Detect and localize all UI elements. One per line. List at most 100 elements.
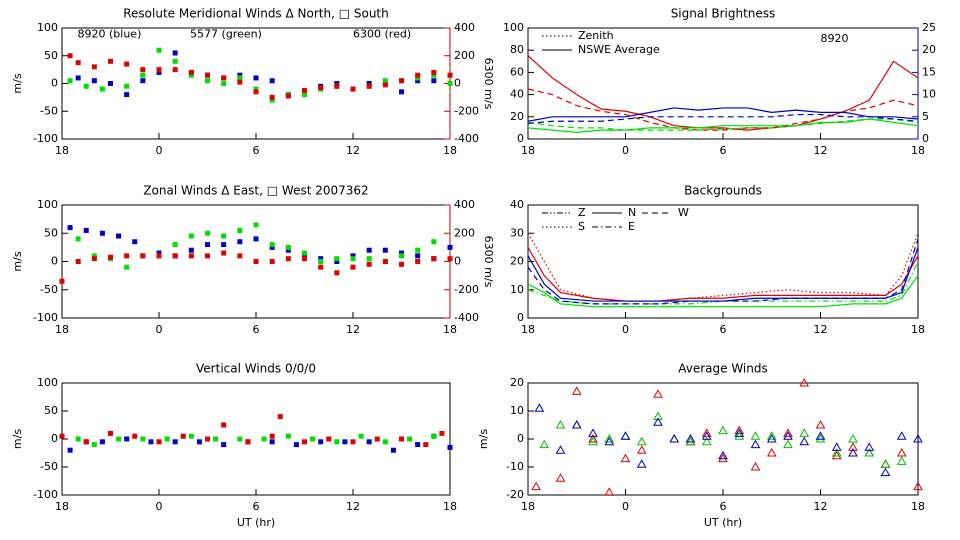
marker [237,79,243,85]
x-tick-label: 0 [156,500,163,513]
x-tick-label: 18 [55,144,69,157]
y2-tick-label: 200 [454,49,475,62]
marker [358,433,364,439]
marker [67,225,73,231]
marker [447,444,453,450]
marker [620,431,631,440]
marker [172,58,178,64]
series-line [527,88,919,131]
marker [571,386,582,395]
marker [880,467,891,477]
marker [750,461,761,471]
marker [399,253,404,259]
marker [685,433,696,443]
x-tick-label: 12 [814,500,828,513]
marker [718,450,728,460]
marker [382,82,388,88]
y-axis-label: m/s [11,429,24,449]
series-line [527,118,919,131]
marker [350,439,356,445]
marker [148,439,154,445]
marker [334,270,340,276]
y-tick-label: 50 [44,404,58,417]
marker [188,247,194,253]
x-tick-label: 18 [521,500,535,513]
x-axis-label: UT (hr) [237,516,275,529]
marker [366,247,372,253]
marker [431,239,437,245]
marker [253,75,259,81]
y-axis-label: m/s [477,429,490,449]
y-tick-label: 30 [510,226,524,239]
marker [815,433,826,443]
marker [382,78,388,84]
marker [164,436,170,442]
marker [620,431,631,440]
marker [99,86,105,92]
marker [636,445,647,454]
chart-title: Signal Brightness [671,7,776,21]
marker [831,442,842,451]
marker [285,93,291,99]
chart-title: Vertical Winds 0/0/0 [196,362,316,376]
marker [318,439,324,445]
marker [172,242,178,248]
marker [302,253,307,259]
marker [896,431,907,440]
marker [172,253,178,259]
x-tick-label: 6 [720,144,727,157]
marker [124,253,130,259]
x-tick-label: 18 [443,144,457,157]
marker [156,47,162,53]
x-tick-label: 6 [253,323,260,336]
y-tick-label: 50 [44,49,58,62]
marker [374,436,380,442]
y2-tick-label: 200 [454,226,475,239]
y-tick-label: -50 [40,460,58,473]
series-line [527,113,919,125]
marker [205,72,210,78]
y-tick-label: 0 [51,77,58,90]
y-axis-label: m/s [11,73,24,93]
y-tick-label: 0 [517,432,524,445]
marker [318,256,324,262]
chart-title: Average Winds [678,362,768,376]
marker [334,256,340,262]
marker [302,439,307,445]
marker [555,419,566,429]
plot-frame [527,382,919,496]
series-line [527,275,919,308]
marker [415,259,421,264]
y-tick-label: 80 [510,43,524,56]
marker [253,236,259,242]
marker [221,422,227,428]
series-line [527,261,919,305]
marker [188,233,194,239]
marker [108,254,113,260]
marker [75,436,81,442]
marker [913,481,923,491]
marker [124,436,130,442]
series-line [527,118,919,133]
marker [318,85,324,91]
marker [864,442,875,451]
y2-tick-label: 20 [922,43,936,56]
series-line [527,107,919,122]
marker [382,439,388,445]
marker [734,425,745,435]
marker [91,256,97,262]
marker [253,89,259,95]
x-tick-label: 12 [814,144,828,157]
marker [588,428,598,437]
legend-label: NSWE Average [578,43,660,56]
marker [237,72,243,78]
marker [116,233,122,239]
x-tick-label: 12 [346,500,360,513]
marker [783,439,793,449]
marker [431,72,437,78]
marker [366,81,372,86]
marker [269,259,275,264]
marker [896,447,907,457]
marker [350,253,356,259]
marker [221,442,227,448]
